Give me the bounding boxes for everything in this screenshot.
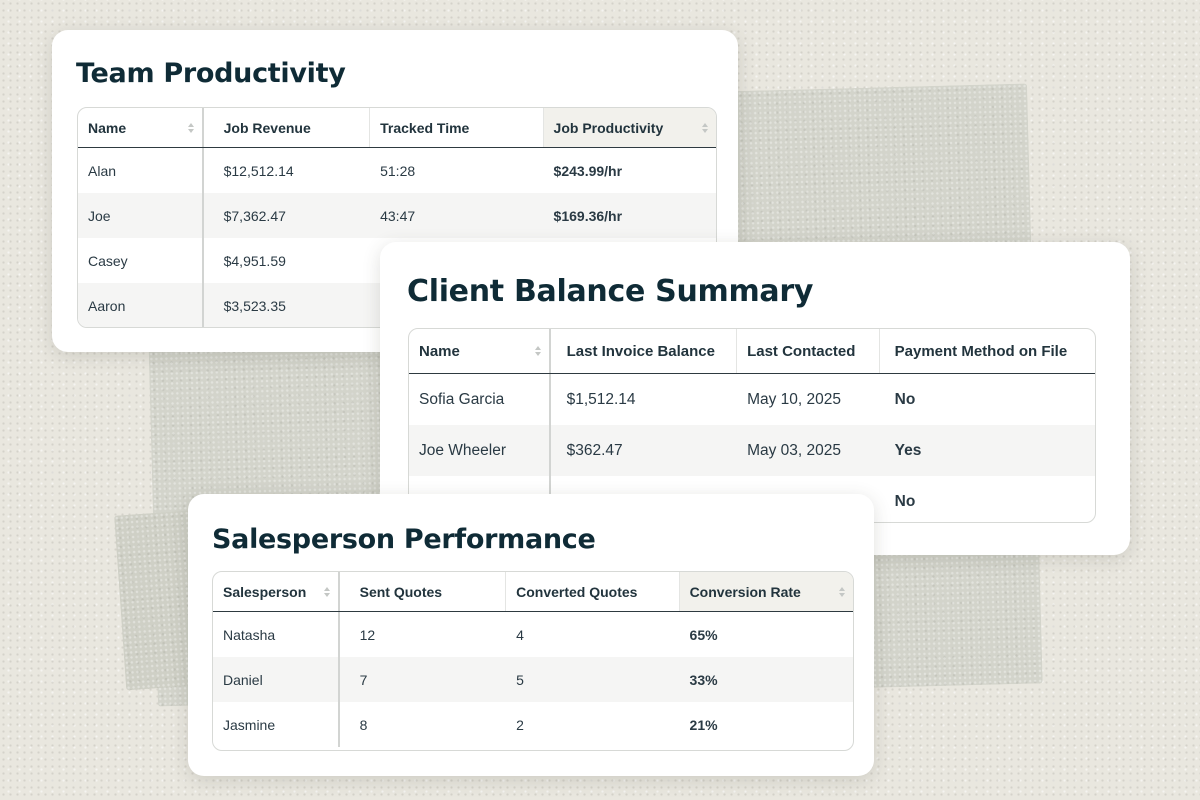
salesperson-performance-table: Salesperson Sent Quotes Converted Quotes… — [212, 571, 854, 751]
table-cell: 2 — [516, 716, 524, 733]
column-header-tracked-time[interactable]: Tracked Time — [370, 108, 544, 147]
table-cell: 7 — [359, 671, 368, 688]
table-cell: 8 — [359, 716, 368, 733]
table-cell: Yes — [894, 441, 922, 459]
sort-arrows-icon[interactable] — [323, 586, 330, 597]
table-row[interactable]: Natasha 12 4 65% — [213, 612, 853, 657]
table-header-row: Name Last Invoice Balance Last Contacted… — [409, 329, 1095, 374]
table-cell: Jasmine — [213, 702, 340, 747]
table-row[interactable]: Sofia Garcia $1,512.14 May 10, 2025 No — [409, 374, 1095, 425]
table-cell: 51:28 — [380, 162, 416, 179]
table-cell: Joe — [78, 193, 204, 238]
table-cell: May 03, 2025 — [747, 441, 841, 459]
table-cell: May 10, 2025 — [747, 390, 841, 408]
column-header-name[interactable]: Name — [78, 108, 204, 147]
table-row[interactable]: Joe $7,362.47 43:47 $169.36/hr — [78, 193, 716, 238]
column-header-last-invoice-balance[interactable]: Last Invoice Balance — [551, 329, 738, 373]
salesperson-performance-card: Salesperson Performance Salesperson Sent… — [188, 494, 874, 776]
table-cell: $362.47 — [566, 441, 623, 459]
column-header-salesperson[interactable]: Salesperson — [213, 572, 340, 611]
sort-arrows-icon[interactable] — [701, 122, 708, 133]
table-cell: Aaron — [78, 283, 204, 327]
table-row[interactable]: Joe Wheeler $362.47 May 03, 2025 Yes — [409, 425, 1095, 476]
column-header-sent-quotes[interactable]: Sent Quotes — [340, 572, 507, 611]
sort-arrows-icon[interactable] — [534, 346, 541, 356]
table-cell: $3,523.35 — [223, 297, 286, 314]
table-header-row: Name Job Revenue Tracked Time Job Produc… — [78, 108, 716, 148]
column-header-job-revenue[interactable]: Job Revenue — [204, 108, 371, 147]
table-cell: Alan — [78, 148, 204, 193]
table-cell: 5 — [516, 671, 524, 688]
table-cell: Natasha — [213, 612, 340, 657]
table-cell: 33% — [689, 671, 718, 688]
column-header-payment-method-on-file[interactable]: Payment Method on File — [894, 342, 1068, 360]
table-cell: 43:47 — [380, 207, 416, 224]
column-header-converted-quotes[interactable]: Converted Quotes — [506, 572, 680, 611]
client-balance-summary-title: Client Balance Summary — [407, 274, 814, 309]
table-row[interactable]: Alan $12,512.14 51:28 $243.99/hr — [78, 148, 716, 193]
column-header-job-productivity[interactable]: Job Productivity — [543, 108, 716, 147]
table-cell: $243.99/hr — [553, 162, 623, 179]
table-cell: No — [894, 492, 916, 510]
table-cell: Joe Wheeler — [409, 425, 551, 476]
column-header-last-contacted[interactable]: Last Contacted — [737, 329, 880, 373]
table-cell: 65% — [689, 626, 718, 643]
table-cell: Daniel — [213, 657, 340, 702]
table-cell: Casey — [78, 238, 204, 283]
table-cell: 21% — [689, 716, 718, 733]
table-cell: 12 — [359, 626, 376, 643]
table-cell: Sofia Garcia — [409, 374, 551, 425]
table-cell: $4,951.59 — [223, 252, 286, 269]
table-cell: $1,512.14 — [566, 390, 636, 408]
client-balance-summary-table: Name Last Invoice Balance Last Contacted… — [408, 328, 1096, 523]
table-row[interactable]: Jasmine 8 2 21% — [213, 702, 853, 747]
sort-arrows-icon[interactable] — [839, 586, 845, 597]
table-cell: No — [894, 390, 916, 408]
table-header-row: Salesperson Sent Quotes Converted Quotes… — [213, 572, 853, 612]
table-cell: 4 — [516, 626, 524, 643]
sort-arrows-icon[interactable] — [187, 122, 194, 133]
table-cell: $7,362.47 — [223, 207, 286, 224]
table-cell: $12,512.14 — [223, 162, 294, 179]
salesperson-performance-title: Salesperson Performance — [212, 524, 596, 555]
table-row[interactable]: Daniel 7 5 33% — [213, 657, 853, 702]
table-row[interactable]: Casey $4,951.59 — [78, 238, 716, 283]
column-header-name[interactable]: Name — [409, 329, 551, 373]
column-header-conversion-rate[interactable]: Conversion Rate — [679, 572, 853, 611]
team-productivity-title: Team Productivity — [76, 58, 346, 89]
table-cell: $169.36/hr — [553, 207, 623, 224]
